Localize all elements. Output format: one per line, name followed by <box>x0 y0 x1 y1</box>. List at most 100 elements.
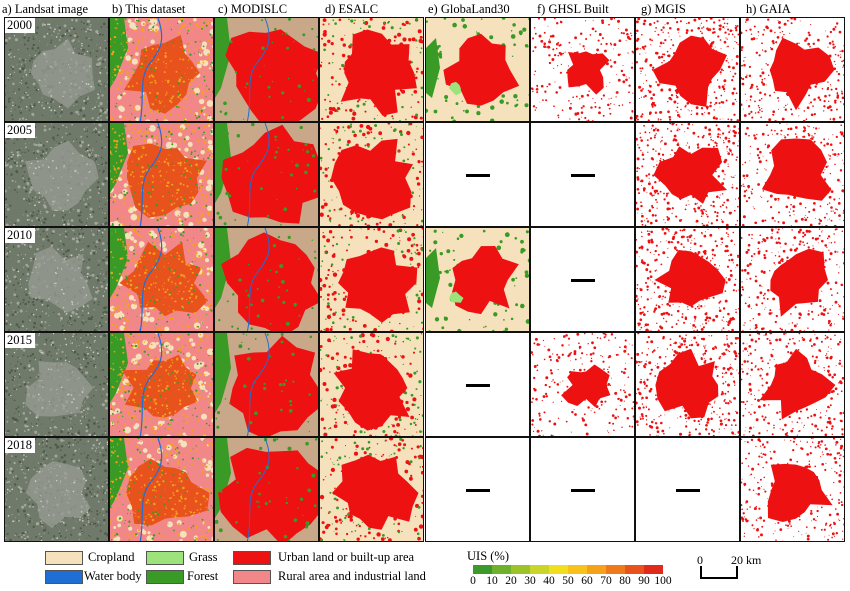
map-panel-ghsl-2000 <box>530 17 635 122</box>
column-header-dataset: b) This dataset <box>112 2 186 16</box>
uis-tick-label: 10 <box>486 575 498 587</box>
map-image <box>531 18 634 121</box>
legend-swatch-rural <box>233 570 271 584</box>
no-data-dash <box>570 488 595 492</box>
map-panel-dataset-2015 <box>109 332 214 437</box>
year-label-2018: 2018 <box>5 438 35 453</box>
legend-label-grass: Grass <box>189 550 218 564</box>
map-image <box>110 18 213 121</box>
map-panel-modis-2000 <box>214 17 319 122</box>
uis-colorbar-segment <box>568 565 587 574</box>
map-panel-ghsl-2015 <box>530 332 635 437</box>
map-panel-landsat-2005: 2005 <box>4 122 109 227</box>
map-image <box>741 18 844 121</box>
legend-label-forest: Forest <box>187 569 219 583</box>
map-panel-modis-2015 <box>214 332 319 437</box>
map-image <box>741 438 844 541</box>
uis-tick-label: 80 <box>619 575 631 587</box>
year-label-2005: 2005 <box>5 123 35 138</box>
uis-colorbar-segment <box>530 565 549 574</box>
map-panel-globe-2005 <box>425 122 530 227</box>
map-panel-landsat-2000: 2000 <box>4 17 109 122</box>
uis-tick-label: 90 <box>638 575 650 587</box>
legend-label-cropland: Cropland <box>88 550 135 564</box>
uis-colorbar-segment <box>473 565 492 574</box>
no-data-dash <box>570 278 595 282</box>
map-panel-globe-2010 <box>425 227 530 332</box>
legend-swatch-cropland <box>45 551 83 565</box>
legend-swatch-forest <box>146 570 184 584</box>
map-image <box>320 18 423 121</box>
legend-label-water: Water body <box>84 569 142 583</box>
map-image <box>426 228 529 331</box>
map-image <box>320 333 423 436</box>
map-panel-modis-2018 <box>214 437 319 542</box>
map-image <box>110 438 213 541</box>
map-panel-esa-2018 <box>319 437 424 542</box>
map-image <box>5 123 108 226</box>
legend-swatch-grass <box>146 551 184 565</box>
column-header-mgis: g) MGIS <box>641 2 686 16</box>
legend-label-urban: Urban land or built-up area <box>278 550 415 564</box>
map-panel-mgis-2018 <box>635 437 740 542</box>
map-panel-gaia-2018 <box>740 437 845 542</box>
map-image <box>531 333 634 436</box>
map-image <box>636 228 739 331</box>
map-panel-gaia-2010 <box>740 227 845 332</box>
map-image <box>5 18 108 121</box>
map-panel-globe-2000 <box>425 17 530 122</box>
map-image <box>215 228 318 331</box>
scale-bar-start-label: 0 <box>697 553 703 567</box>
map-image <box>215 18 318 121</box>
scale-bar <box>700 566 738 579</box>
map-panel-esa-2005 <box>319 122 424 227</box>
scale-bar-end-label: 20 km <box>731 553 762 567</box>
uis-colorbar-segment <box>492 565 511 574</box>
map-image <box>215 333 318 436</box>
map-panel-landsat-2018: 2018 <box>4 437 109 542</box>
uis-tick-label: 50 <box>562 575 574 587</box>
map-image <box>5 228 108 331</box>
uis-tick-label: 20 <box>505 575 517 587</box>
map-panel-mgis-2005 <box>635 122 740 227</box>
year-label-2010: 2010 <box>5 228 35 243</box>
uis-legend-title: UIS (%) <box>467 549 510 563</box>
uis-tick-label: 0 <box>470 575 476 587</box>
uis-tick-label: 60 <box>581 575 593 587</box>
column-header-globe: e) GlobaLand30 <box>428 2 510 16</box>
map-image <box>636 333 739 436</box>
map-panel-globe-2015 <box>425 332 530 437</box>
map-panel-modis-2005 <box>214 122 319 227</box>
no-data-dash <box>570 173 595 177</box>
map-panel-mgis-2010 <box>635 227 740 332</box>
column-header-ghsl: f) GHSL Built <box>537 2 609 16</box>
uis-colorbar-segment <box>587 565 606 574</box>
no-data-dash <box>465 383 490 387</box>
map-image <box>636 18 739 121</box>
map-image <box>215 123 318 226</box>
legend-swatch-urban <box>233 551 271 565</box>
no-data-dash <box>465 173 490 177</box>
map-panel-globe-2018 <box>425 437 530 542</box>
map-image <box>741 228 844 331</box>
map-panel-gaia-2015 <box>740 332 845 437</box>
map-image <box>741 123 844 226</box>
uis-colorbar-segment <box>625 565 644 574</box>
map-image <box>320 123 423 226</box>
uis-colorbar-segment <box>644 565 663 574</box>
map-image <box>110 123 213 226</box>
map-panel-modis-2010 <box>214 227 319 332</box>
no-data-dash <box>465 488 490 492</box>
map-image <box>110 333 213 436</box>
map-image <box>426 18 529 121</box>
uis-colorbar-segment <box>511 565 530 574</box>
map-panel-dataset-2018 <box>109 437 214 542</box>
map-image <box>320 438 423 541</box>
map-panel-ghsl-2005 <box>530 122 635 227</box>
map-panel-esa-2010 <box>319 227 424 332</box>
uis-colorbar <box>473 565 663 574</box>
map-panel-esa-2000 <box>319 17 424 122</box>
map-panel-mgis-2000 <box>635 17 740 122</box>
map-panel-dataset-2000 <box>109 17 214 122</box>
uis-tick-label: 100 <box>654 575 672 587</box>
